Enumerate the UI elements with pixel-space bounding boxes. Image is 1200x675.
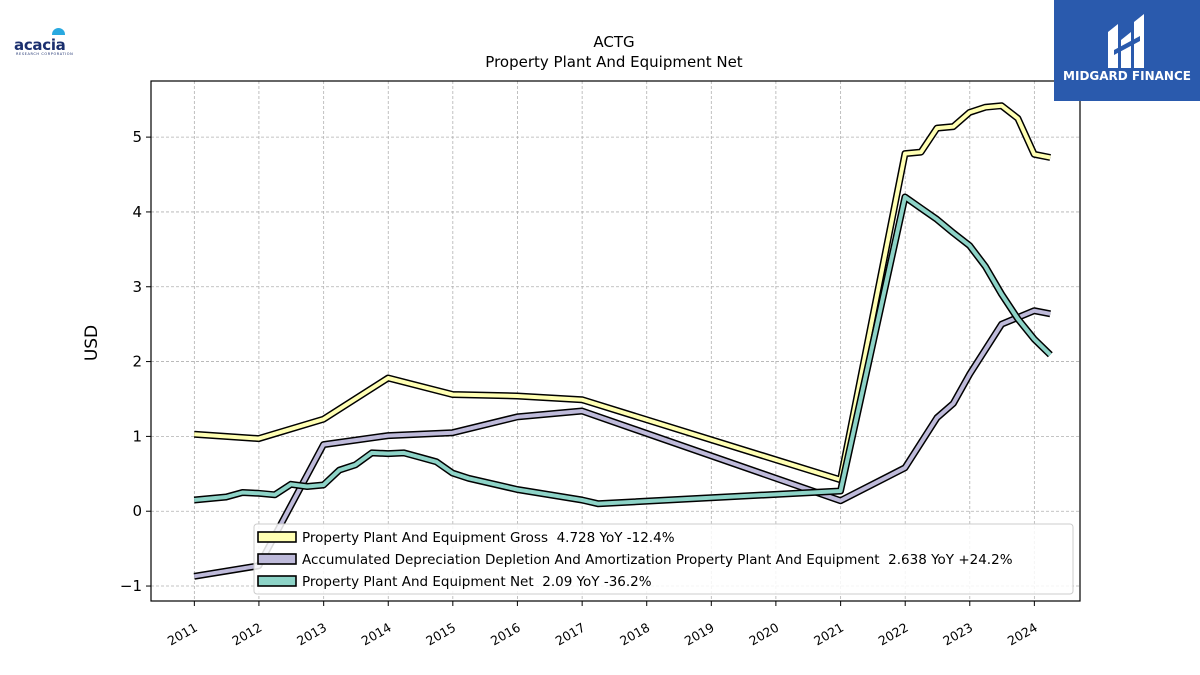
series-0-line: [194, 103, 1051, 482]
x-tick-label: 2017: [553, 620, 588, 649]
x-tick-label: 2024: [1005, 620, 1040, 649]
x-tick-label: 2022: [876, 620, 911, 649]
legend-label: Property Plant And Equipment Net 2.09 Yo…: [302, 574, 652, 590]
company-logo-subtext: RESEARCH CORPORATION: [16, 52, 74, 56]
series-layer: [193, 102, 1053, 580]
legend-label: Accumulated Depreciation Depletion And A…: [302, 552, 1013, 568]
series-2-line: [194, 195, 1052, 506]
x-tick-label: 2021: [811, 620, 846, 649]
x-tick-label: 2023: [940, 620, 975, 649]
y-tick-label: 2: [132, 353, 142, 371]
midgard-finance-badge: MIDGARD FINANCE: [1054, 0, 1200, 101]
y-tick-label: 1: [132, 427, 142, 445]
grid-layer: [151, 81, 1080, 601]
legend: Property Plant And Equipment Gross 4.728…: [253, 523, 1074, 595]
x-tick-label: 2016: [488, 620, 523, 649]
company-logo-text: acacia: [14, 36, 66, 54]
legend-box: [253, 523, 1074, 595]
chart-subtitle: Property Plant And Equipment Net: [485, 53, 742, 71]
legend-label: Property Plant And Equipment Gross 4.728…: [302, 530, 675, 546]
y-axis-label: USD: [82, 325, 102, 361]
logo-arc-icon: [52, 28, 65, 35]
x-tick-label: 2012: [229, 620, 264, 649]
y-tick-label: 3: [132, 278, 142, 296]
y-tick-label: 5: [132, 128, 142, 146]
legend-swatch: [257, 531, 297, 543]
y-tick-label: 4: [132, 203, 142, 221]
badge-text: MIDGARD FINANCE: [1063, 69, 1191, 83]
x-tick-label: 2018: [617, 620, 652, 649]
x-tick-label: 2014: [359, 620, 394, 649]
x-tick-label: 2011: [165, 620, 200, 649]
x-tick-label: 2019: [682, 620, 717, 649]
midgard-logo-icon: [1108, 14, 1144, 68]
x-tick-label: 2013: [294, 620, 329, 649]
x-tick-label: 2015: [423, 620, 458, 649]
chart-title: ACTG: [593, 33, 634, 51]
series-2-outline: [193, 193, 1053, 508]
plot-frame: [150, 80, 1081, 602]
legend-swatch: [257, 553, 297, 565]
series-1-line: [193, 308, 1051, 579]
y-tick-label: 0: [132, 502, 142, 520]
x-tick-label: 2020: [746, 620, 781, 649]
y-tick-label: −1: [120, 577, 142, 595]
legend-swatch: [257, 575, 297, 587]
